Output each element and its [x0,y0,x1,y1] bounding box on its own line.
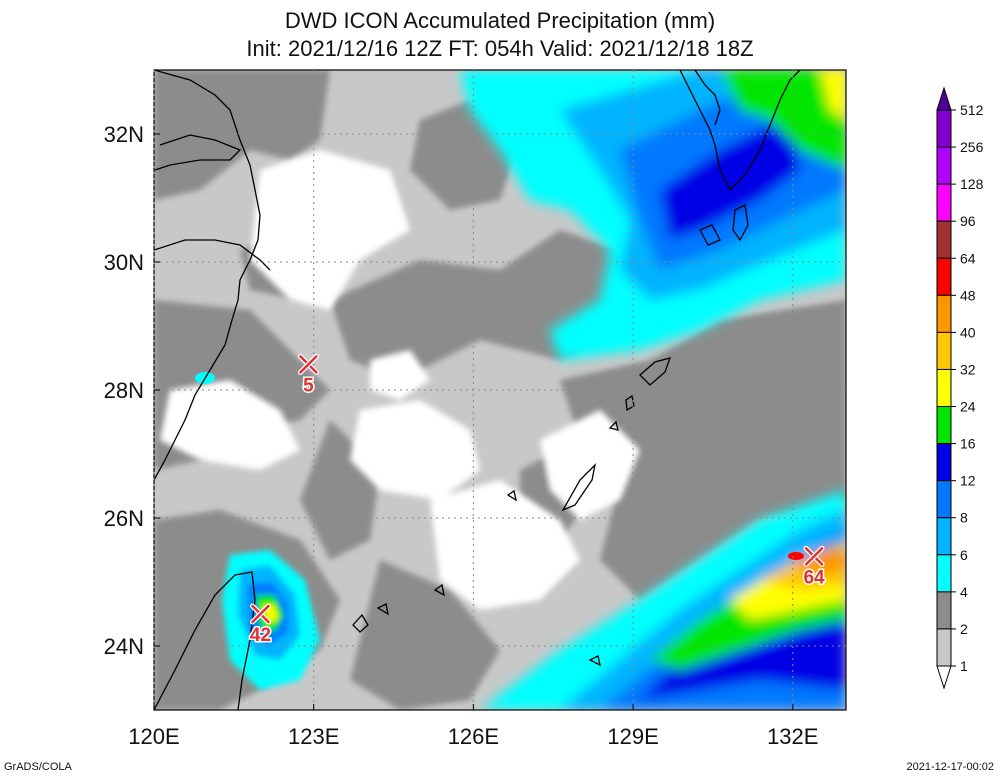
colorbar-swatch [936,406,952,445]
colorbar-label: 6 [960,547,968,563]
colorbar-swatch [936,665,952,690]
lon-tick-label: 120E [128,724,179,749]
colorbar-label: 64 [960,250,976,266]
lon-tick-label: 132E [767,724,818,749]
colorbar-label: 16 [960,436,976,452]
coastlines [154,70,801,710]
colorbar-label: 8 [960,510,968,526]
colorbar-swatch [936,220,952,259]
lon-tick-label: 123E [288,724,339,749]
colorbar-swatch [936,294,952,333]
footer-credit: GrADS/COLA [4,761,72,773]
colorbar-label: 32 [960,361,976,377]
colorbar-swatch [936,480,952,519]
max-markers: 5 42 64 [248,353,827,648]
colorbar-swatch [936,554,952,593]
colorbar-label: 48 [960,287,976,303]
colorbar-label: 40 [960,324,976,340]
lon-tick-label: 129E [607,724,658,749]
max-marker-label: 64 [803,567,825,588]
colorbar-label: 1 [960,658,968,674]
longitude-labels: 120E 123E 126E 129E 132E [128,704,818,749]
colorbar-label: 24 [960,399,976,415]
colorbar-swatch [936,517,952,556]
footer-timestamp: 2021-12-17-00:02 [906,761,994,773]
map-title: DWD ICON Accumulated Precipitation (mm) [284,8,716,33]
lat-tick-label: 28N [104,378,144,403]
colorbar-label: 128 [960,176,984,192]
lat-tick-label: 30N [104,250,144,275]
colorbar-label: 512 [960,102,984,118]
colorbar-swatch [936,368,952,408]
colorbar-swatch [936,591,952,630]
colorbar-swatch [936,86,952,111]
max-marker-label: 5 [303,375,314,396]
colorbar-swatch [936,183,952,222]
colorbar-label: 12 [960,473,976,489]
colorbar-label: 4 [960,584,968,600]
lat-tick-label: 26N [104,506,144,531]
max-marker: 64 [802,545,827,590]
map-subtitle: Init: 2021/12/16 12Z FT: 054h Valid: 202… [246,36,754,61]
colorbar-swatch [936,257,952,296]
max-marker: 42 [248,603,273,648]
colorbar-swatch [936,331,952,370]
precip-field [154,70,846,710]
colorbar-swatch [936,628,952,667]
latitude-labels: 32N 30N 28N 26N 24N [104,122,160,659]
lon-tick-label: 126E [448,724,499,749]
colorbar-label: 256 [960,139,984,155]
colorbar-label: 96 [960,213,976,229]
colorbar-swatch [936,146,952,185]
lat-tick-label: 24N [104,634,144,659]
colorbar-swatch [936,443,952,482]
max-marker: 5 [297,353,319,398]
max-marker-label: 42 [250,625,271,646]
colorbar-swatch [936,109,952,148]
lat-tick-label: 32N [104,122,144,147]
colorbar-label: 2 [960,621,968,637]
